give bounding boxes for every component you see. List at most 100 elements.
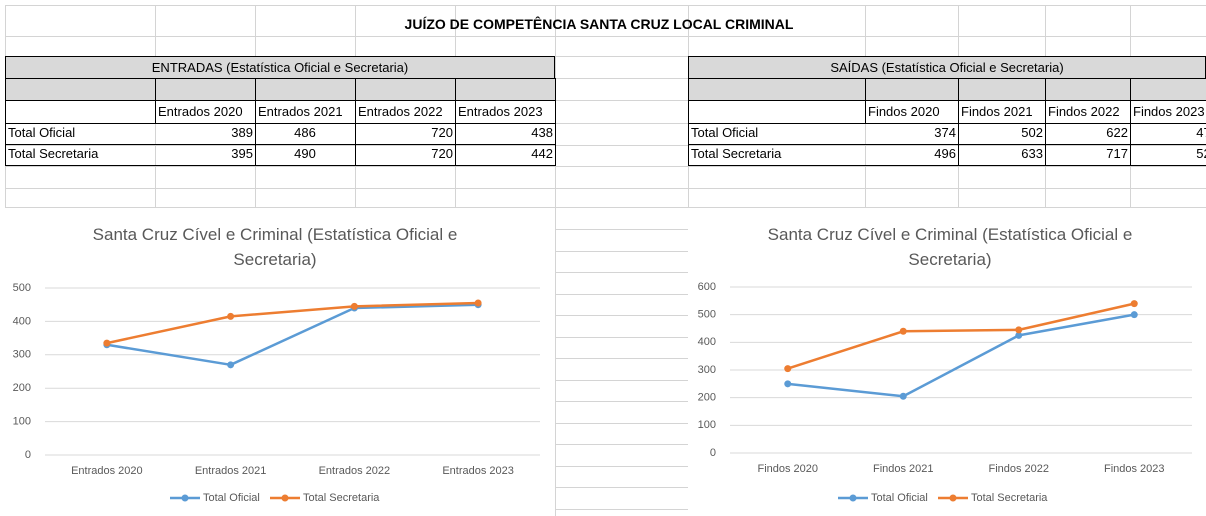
value-cell: 438 <box>455 123 556 145</box>
grid-row <box>5 207 1206 208</box>
grid-row <box>555 272 688 273</box>
grid-row <box>555 229 688 230</box>
chart-panel: Santa Cruz Cível e Criminal (Estatística… <box>5 208 545 516</box>
row-label: Total Oficial <box>5 123 156 145</box>
value-cell: 389 <box>155 123 256 145</box>
value-cell: 486 <box>255 123 356 145</box>
y-tick-label: 200 <box>13 382 31 394</box>
point <box>227 361 235 369</box>
column-header: Findos 2023 <box>1130 100 1206 124</box>
header-cell <box>688 100 866 124</box>
y-tick-label: 500 <box>698 309 716 321</box>
grid-row <box>5 123 1206 124</box>
grid-col <box>555 5 556 516</box>
y-tick-label: 300 <box>698 364 716 376</box>
header-cell <box>5 78 156 101</box>
line <box>787 313 1135 398</box>
grid-row <box>5 188 1206 189</box>
header-cell <box>958 78 1046 101</box>
column-header: Entrados 2023 <box>455 100 556 124</box>
value-cell: 442 <box>455 144 556 166</box>
header-cell <box>5 100 156 124</box>
x-tick-label: Entrados 2020 <box>71 465 143 477</box>
legend-marker <box>181 494 189 502</box>
point <box>784 380 792 388</box>
grid-row <box>555 336 688 338</box>
table-header: ENTRADAS (Estatística Oficial e Secretar… <box>5 56 555 79</box>
legend-label: Total Oficial <box>871 492 928 504</box>
point <box>899 327 907 335</box>
line <box>787 302 1135 370</box>
grid-row <box>555 379 688 381</box>
y-tick-label: 0 <box>25 449 31 461</box>
grid-row <box>555 444 688 445</box>
header-cell <box>688 78 866 101</box>
point <box>103 339 111 347</box>
grid-row <box>555 422 688 424</box>
chart: 0 100 200 300 400 500 Entrados 2020 Entrados 20… <box>13 282 540 504</box>
chart-title: Santa Cruz Cível e Criminal (Estatística… <box>767 225 1133 269</box>
grid-row <box>5 166 1206 167</box>
grid-row <box>5 100 1206 101</box>
y-tick-label: 300 <box>13 349 31 361</box>
y-tick-label: 100 <box>13 416 31 428</box>
point <box>227 312 235 320</box>
row-label: Total Oficial <box>688 123 866 145</box>
point <box>1015 331 1023 339</box>
legend-marker <box>281 494 289 502</box>
chart: 0 100 200 300 400 500 600 Findos 2020 Findos 202… <box>698 281 1192 504</box>
x-tick-label: Findos 2022 <box>988 463 1049 475</box>
x-tick-label: Findos 2023 <box>1104 463 1165 475</box>
value-cell: 475 <box>1130 123 1206 145</box>
value-cell: 490 <box>255 144 356 166</box>
header-cell <box>255 78 356 101</box>
grid-row <box>5 56 1206 57</box>
value-cell: 717 <box>1045 144 1131 166</box>
y-tick-label: 400 <box>13 315 31 327</box>
value-cell: 496 <box>865 144 959 166</box>
line <box>106 303 479 367</box>
column-header: Findos 2022 <box>1045 100 1131 124</box>
chart-panel: Santa Cruz Cível e Criminal (Estatística… <box>688 208 1200 516</box>
value-cell: 720 <box>355 144 456 166</box>
y-tick-label: 200 <box>698 392 716 404</box>
y-tick-label: 400 <box>698 336 716 348</box>
point <box>1130 311 1138 319</box>
value-cell: 528 <box>1130 144 1206 166</box>
sheet-title: JUÍZO DE COMPETÊNCIA SANTA CRUZ LOCAL CR… <box>404 16 794 32</box>
grid-row <box>5 36 1206 37</box>
legend-label: Total Secretaria <box>303 492 380 504</box>
legend-label: Total Secretaria <box>971 492 1048 504</box>
x-tick-label: Findos 2020 <box>757 463 818 475</box>
value-cell: 622 <box>1045 123 1131 145</box>
grid-row <box>555 508 688 510</box>
grid-row <box>555 315 688 316</box>
point <box>350 302 358 310</box>
x-tick-label: Findos 2021 <box>873 463 934 475</box>
grid-row <box>5 145 1206 146</box>
column-header: Findos 2020 <box>865 100 959 124</box>
column-header: Entrados 2021 <box>255 100 356 124</box>
point <box>784 365 792 373</box>
legend-marker <box>949 494 957 502</box>
value-cell: 633 <box>958 144 1046 166</box>
chart-title: Santa Cruz Cível e Criminal (Estatística… <box>92 225 458 269</box>
grid-row <box>555 358 688 359</box>
legend-label: Total Oficial <box>203 492 260 504</box>
y-tick-label: 0 <box>710 447 716 459</box>
y-tick-label: 100 <box>698 419 716 431</box>
value-cell: 395 <box>155 144 256 166</box>
row-label: Total Secretaria <box>688 144 866 166</box>
grid-row <box>555 401 688 402</box>
point <box>474 299 482 307</box>
header-cell <box>865 78 959 101</box>
x-tick-label: Entrados 2023 <box>442 465 514 477</box>
header-cell <box>155 78 256 101</box>
value-cell: 502 <box>958 123 1046 145</box>
header-cell <box>1130 78 1206 101</box>
grid-row <box>5 78 1206 79</box>
column-header: Entrados 2020 <box>155 100 256 124</box>
legend-marker <box>849 494 857 502</box>
value-cell: 720 <box>355 123 456 145</box>
